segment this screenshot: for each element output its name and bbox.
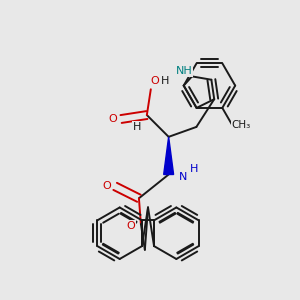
Text: CH₃: CH₃ xyxy=(232,120,251,130)
Polygon shape xyxy=(164,137,174,175)
Text: H: H xyxy=(190,164,199,173)
Text: NH: NH xyxy=(176,66,192,76)
Text: O: O xyxy=(103,182,112,191)
Text: O: O xyxy=(127,221,135,231)
Text: O: O xyxy=(109,114,118,124)
Text: N: N xyxy=(179,172,188,182)
Text: H: H xyxy=(160,76,169,86)
Text: O: O xyxy=(150,76,159,86)
Text: H: H xyxy=(133,122,141,132)
